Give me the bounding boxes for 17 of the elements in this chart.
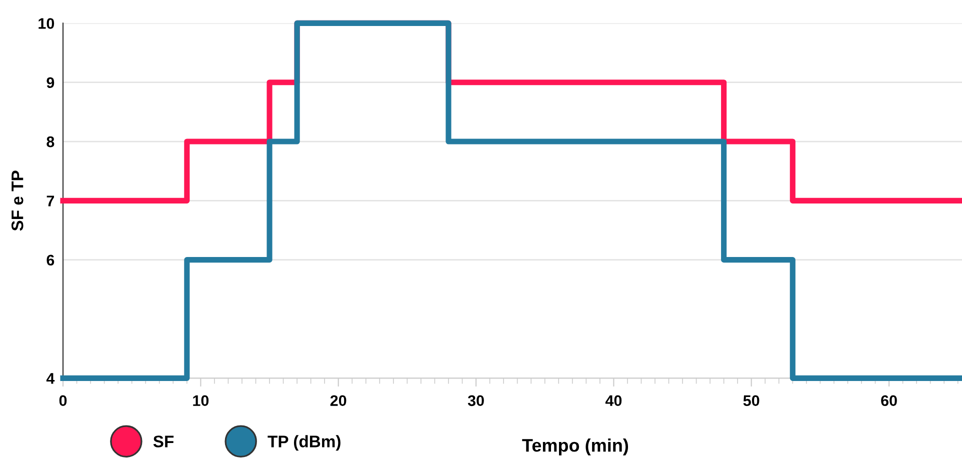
y-axis-title: SF e TP: [11, 170, 24, 231]
x-tick-label: 60: [881, 395, 897, 406]
y-tick-label: 4: [46, 373, 55, 384]
x-tick-label: 20: [330, 395, 346, 406]
x-tick-label: 10: [193, 395, 209, 406]
x-tick-label: 0: [59, 395, 67, 406]
y-tick-label: 8: [46, 136, 54, 148]
y-tick-label: 6: [46, 254, 54, 266]
y-tick-label: 9: [46, 77, 54, 88]
legend-label: TP (dBm): [268, 435, 340, 451]
y-tick-label: 7: [46, 196, 54, 206]
legend-label: SF: [153, 436, 174, 448]
x-tick-label: 40: [605, 395, 622, 406]
x-axis-title: Tempo (min): [522, 438, 628, 456]
y-tick-label: 10: [38, 18, 54, 29]
x-tick-label: 50: [743, 395, 760, 406]
x-tick-label: 30: [468, 395, 484, 406]
